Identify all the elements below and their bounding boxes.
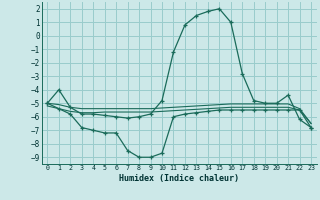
X-axis label: Humidex (Indice chaleur): Humidex (Indice chaleur): [119, 174, 239, 183]
